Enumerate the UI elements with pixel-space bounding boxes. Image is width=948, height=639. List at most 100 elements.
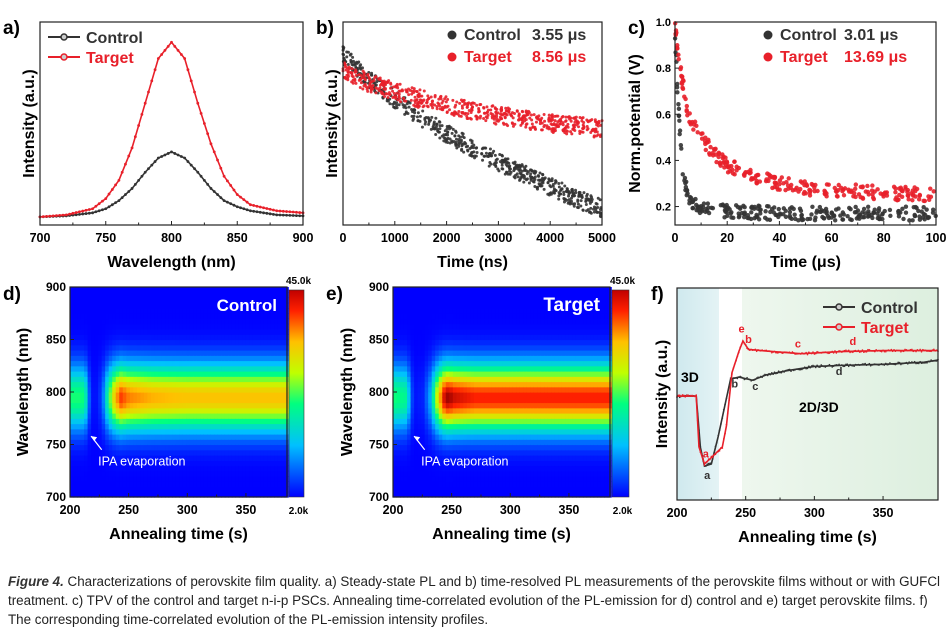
heatmap-cell	[122, 428, 127, 435]
heatmap-cell	[424, 397, 429, 404]
heatmap-cell	[235, 418, 240, 425]
heatmap-cell	[424, 402, 429, 409]
scatter-dot	[505, 170, 509, 174]
heatmap-cell	[400, 476, 405, 482]
heatmap-cell	[249, 413, 254, 419]
heatmap-cell	[217, 439, 222, 446]
heatmap-cell	[221, 413, 226, 419]
heatmap-cell	[98, 413, 103, 419]
heatmap-cell	[179, 476, 184, 482]
heatmap-cell	[424, 323, 429, 330]
heatmap-cell	[210, 423, 215, 430]
heatmap-cell	[94, 381, 99, 388]
heatmap-cell	[400, 308, 405, 314]
heatmap-cell	[154, 439, 159, 446]
heatmap-cell	[175, 313, 180, 320]
heatmap-cell	[214, 355, 219, 362]
heatmap-cell	[249, 344, 254, 351]
heatmap-cell	[161, 365, 166, 372]
heatmap-cell	[157, 287, 163, 293]
heatmap-cell	[203, 397, 208, 404]
scatter-dot	[582, 191, 586, 195]
heatmap-cell	[414, 449, 419, 456]
heatmap-cell	[431, 486, 436, 493]
heatmap-cell	[281, 407, 286, 414]
heatmap-cell	[267, 329, 272, 335]
scatter-dot	[798, 208, 804, 214]
heatmap-cell	[172, 481, 177, 488]
scatter-dot	[840, 217, 845, 222]
heatmap-cell	[252, 486, 258, 493]
heatmap-cell	[210, 339, 215, 346]
heatmap-cell	[393, 339, 398, 346]
heatmap-cell	[168, 476, 173, 482]
legend-marker	[763, 52, 773, 62]
heatmap-cell	[84, 423, 89, 430]
heatmap-cell	[217, 402, 222, 409]
heatmap-cell	[140, 397, 145, 404]
heatmap-cell	[84, 428, 89, 435]
heatmap-cell	[112, 371, 117, 377]
scatter-dot	[860, 184, 865, 189]
scatter-dot	[354, 73, 358, 77]
heatmap-cell	[189, 371, 194, 377]
heatmap-cell	[242, 339, 247, 346]
heatmap-cell	[70, 413, 75, 419]
heatmap-cell	[154, 381, 159, 388]
heatmap-cell	[129, 339, 134, 346]
heatmap-cell	[101, 439, 106, 446]
heatmap-cell	[182, 344, 187, 351]
heatmap-cell	[267, 371, 272, 377]
x-tick-label: 800	[161, 231, 182, 245]
heatmap-cell	[129, 476, 134, 482]
heatmap-cell	[277, 308, 282, 314]
scatter-dot	[680, 86, 686, 92]
heatmap-cell	[270, 360, 275, 367]
heatmap-cell	[228, 397, 233, 404]
heatmap-cell	[193, 302, 198, 309]
heatmap-cell	[126, 486, 131, 493]
heatmap-cell	[112, 302, 117, 309]
heatmap-cell	[70, 491, 75, 498]
heatmap-cell	[270, 444, 275, 451]
heatmap-cell	[77, 371, 82, 377]
heatmap-cell	[77, 418, 82, 425]
heatmap-cell	[403, 439, 408, 446]
heatmap-cell	[108, 365, 113, 372]
heatmap-cell	[417, 339, 422, 346]
heatmap-cell	[393, 287, 398, 293]
heatmap-cell	[231, 318, 236, 325]
heatmap-cell	[84, 481, 89, 488]
heatmap-cell	[210, 434, 215, 440]
heatmap-cell	[417, 318, 422, 325]
heatmap-cell	[242, 413, 247, 419]
heatmap-cell	[281, 434, 286, 440]
heatmap-cell	[249, 287, 254, 293]
heatmap-cell	[143, 402, 149, 409]
data-point	[173, 152, 177, 155]
heatmap-cell	[196, 292, 201, 299]
heatmap-cell	[403, 465, 408, 472]
heatmap-cell	[245, 434, 251, 440]
data-point	[176, 153, 180, 157]
x-tick-label: 0	[672, 231, 679, 245]
heatmap-cell	[270, 323, 275, 330]
scatter-dot	[581, 208, 585, 212]
heatmap-cell	[207, 376, 212, 383]
scatter-dot	[418, 119, 422, 123]
heatmap-cell	[200, 444, 205, 451]
heatmap-cell	[200, 318, 205, 325]
heatmap-cell	[210, 481, 215, 488]
data-point	[202, 178, 206, 182]
heatmap-cell	[119, 323, 124, 330]
heatmap-cell	[424, 444, 429, 451]
heatmap-cell	[421, 302, 426, 309]
heatmap-cell	[256, 423, 261, 430]
scatter-dot	[418, 88, 422, 92]
heatmap-cell	[136, 313, 141, 320]
heatmap-cell	[407, 449, 412, 456]
heatmap-cell	[210, 365, 215, 372]
heatmap-cell	[238, 444, 244, 451]
heatmap-cell	[80, 297, 85, 304]
